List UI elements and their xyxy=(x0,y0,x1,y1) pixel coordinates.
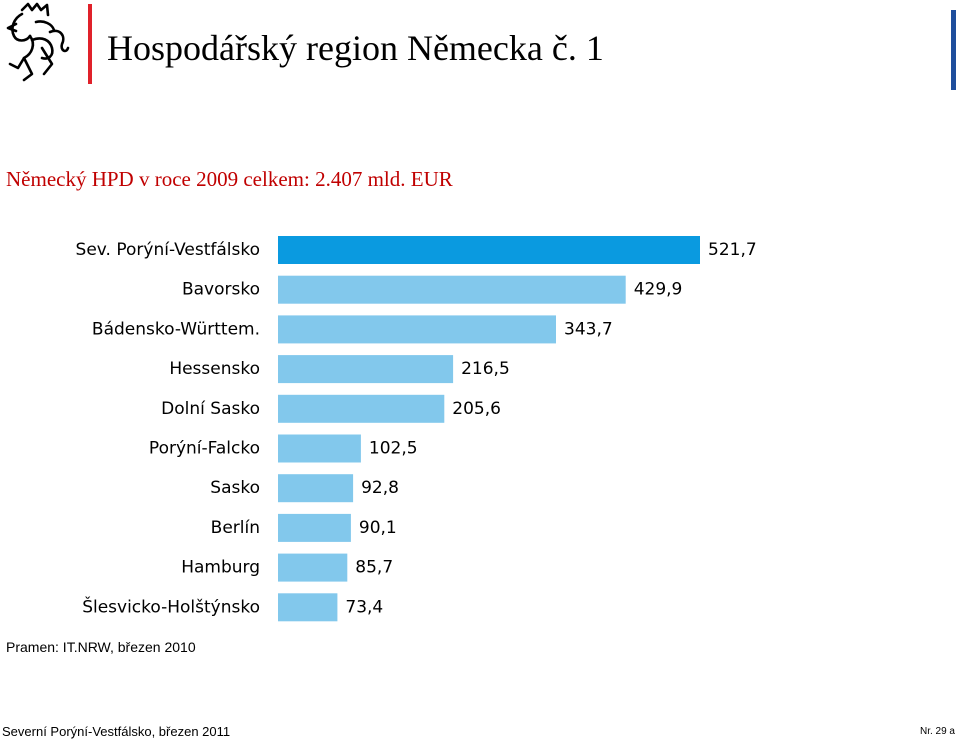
bar-hessensko xyxy=(278,355,454,384)
bar-badensko-wurttem xyxy=(278,315,556,344)
value-label-bavorsko: 429,9 xyxy=(634,280,683,300)
page-number: Nr. 29 a xyxy=(919,726,955,737)
bar-dolni-sasko xyxy=(278,394,445,423)
value-label-sev-poryni-vestfalsko: 521,7 xyxy=(708,240,757,260)
header-accent-red xyxy=(88,4,92,84)
value-label-poryni-falcko: 102,5 xyxy=(369,439,418,459)
bar-hamburg xyxy=(278,553,348,582)
bar-chart: Sev. Porýní-Vestfálsko 521,7 Bavorsko 429,9… xyxy=(76,236,757,622)
value-label-slesvicko-holstynsko: 73,4 xyxy=(345,597,383,617)
value-label-badensko-wurttem: 343,7 xyxy=(564,319,613,339)
bar-sev-poryni-vestfalsko xyxy=(278,236,700,264)
bar-poryni-falcko xyxy=(278,434,361,463)
value-label-dolni-sasko: 205,6 xyxy=(452,399,501,419)
category-label-hessensko: Hessensko xyxy=(169,359,260,379)
header-accent-blue xyxy=(951,10,956,90)
chart-subtitle: Německý HPD v roce 2009 celkem: 2.407 ml… xyxy=(6,167,453,191)
value-label-hessensko: 216,5 xyxy=(461,359,510,379)
category-label-berlin: Berlín xyxy=(211,518,260,538)
category-label-dolni-sasko: Dolní Sasko xyxy=(161,399,260,419)
bar-slesvicko-holstynsko xyxy=(278,593,338,622)
category-label-slesvicko-holstynsko: Šlesvicko-Holštýnsko xyxy=(82,595,260,617)
bar-berlin xyxy=(278,513,351,542)
category-label-bavorsko: Bavorsko xyxy=(182,280,260,300)
value-label-sasko: 92,8 xyxy=(361,478,399,498)
lion-icon xyxy=(2,2,72,86)
page-title: Hospodářský region Německa č. 1 xyxy=(107,28,604,68)
bar-sasko xyxy=(278,474,354,503)
category-label-hamburg: Hamburg xyxy=(181,558,260,578)
category-label-badensko-wurttem: Bádensko-Württem. xyxy=(92,319,260,339)
bar-bavorsko xyxy=(278,275,626,304)
value-label-berlin: 90,1 xyxy=(359,518,397,538)
category-label-sasko: Sasko xyxy=(210,478,260,498)
category-label-sev-poryni-vestfalsko: Sev. Porýní-Vestfálsko xyxy=(76,240,260,260)
value-label-hamburg: 85,7 xyxy=(355,558,393,578)
source-note: Pramen: IT.NRW, březen 2010 xyxy=(6,639,196,655)
category-label-poryni-falcko: Porýní-Falcko xyxy=(149,439,260,459)
footer-left-text: Severní Porýní-Vestfálsko, březen 2011 xyxy=(2,724,231,739)
